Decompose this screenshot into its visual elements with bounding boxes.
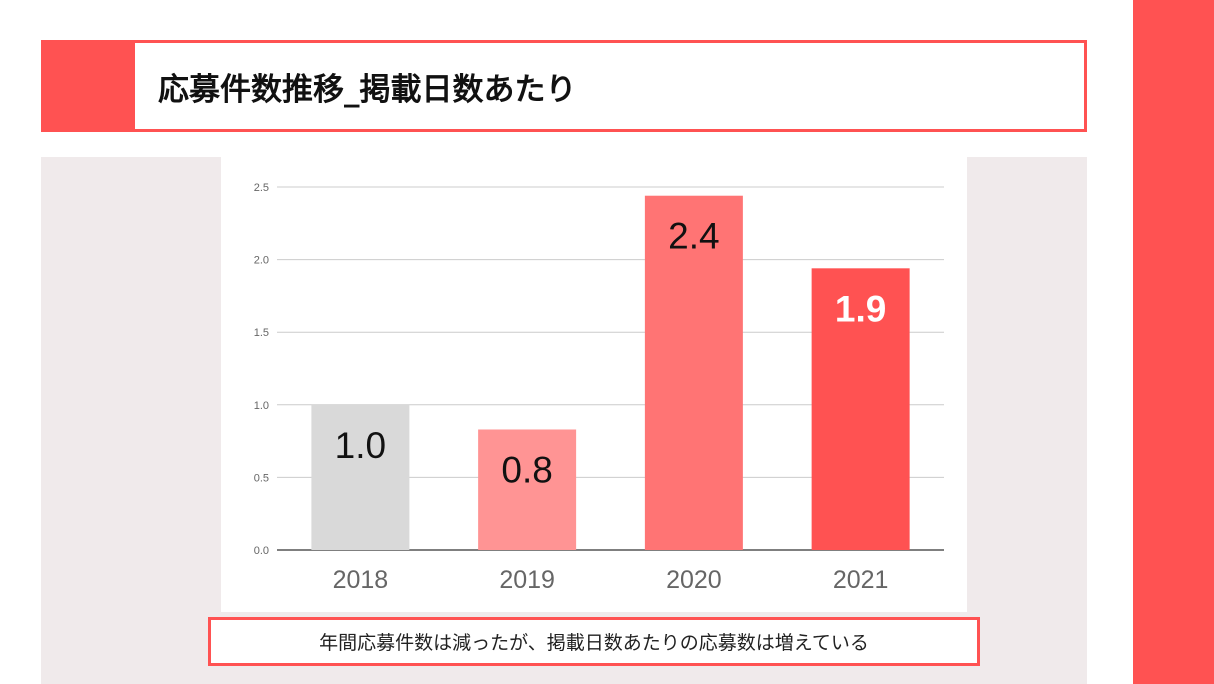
bar-chart: 0.0 0.5 1.0 1.5 2.0 2.5 1.0 2018 0.8 2019 2.4 2020 1… — [254, 182, 944, 594]
caption-text: 年間応募件数は減ったが、掲載日数あたりの応募数は増えている — [319, 632, 869, 654]
data-label: 2.4 — [668, 216, 719, 257]
y-tick-label: 2.5 — [254, 182, 269, 194]
right-accent-bar — [1133, 0, 1214, 684]
bar-2020 — [644, 195, 743, 550]
y-tick-label: 1.0 — [254, 400, 269, 412]
bar-2021 — [811, 268, 910, 550]
caption-box: 年間応募件数は減ったが、掲載日数あたりの応募数は増えている — [208, 617, 980, 666]
bar-2019 — [478, 429, 577, 550]
data-label: 1.0 — [335, 425, 386, 466]
y-tick-label: 1.5 — [254, 327, 269, 339]
title-accent-block — [44, 43, 135, 129]
y-tick-label: 2.0 — [254, 255, 269, 267]
data-label: 1.9 — [835, 288, 886, 329]
x-tick-label: 2021 — [833, 566, 889, 594]
title-banner: 応募件数推移_掲載日数あたり — [41, 40, 1087, 132]
y-tick-label: 0.0 — [254, 545, 269, 557]
chart-area: 0.0 0.5 1.0 1.5 2.0 2.5 1.0 2018 0.8 2019 2.4 2020 1… — [221, 157, 967, 612]
bar-2018 — [311, 404, 410, 550]
x-tick-label: 2018 — [333, 566, 389, 594]
page-title: 応募件数推移_掲載日数あたり — [158, 71, 577, 108]
y-tick-label: 0.5 — [254, 472, 269, 484]
data-label: 0.8 — [501, 449, 552, 490]
x-tick-label: 2019 — [499, 566, 555, 594]
x-tick-label: 2020 — [666, 566, 722, 594]
